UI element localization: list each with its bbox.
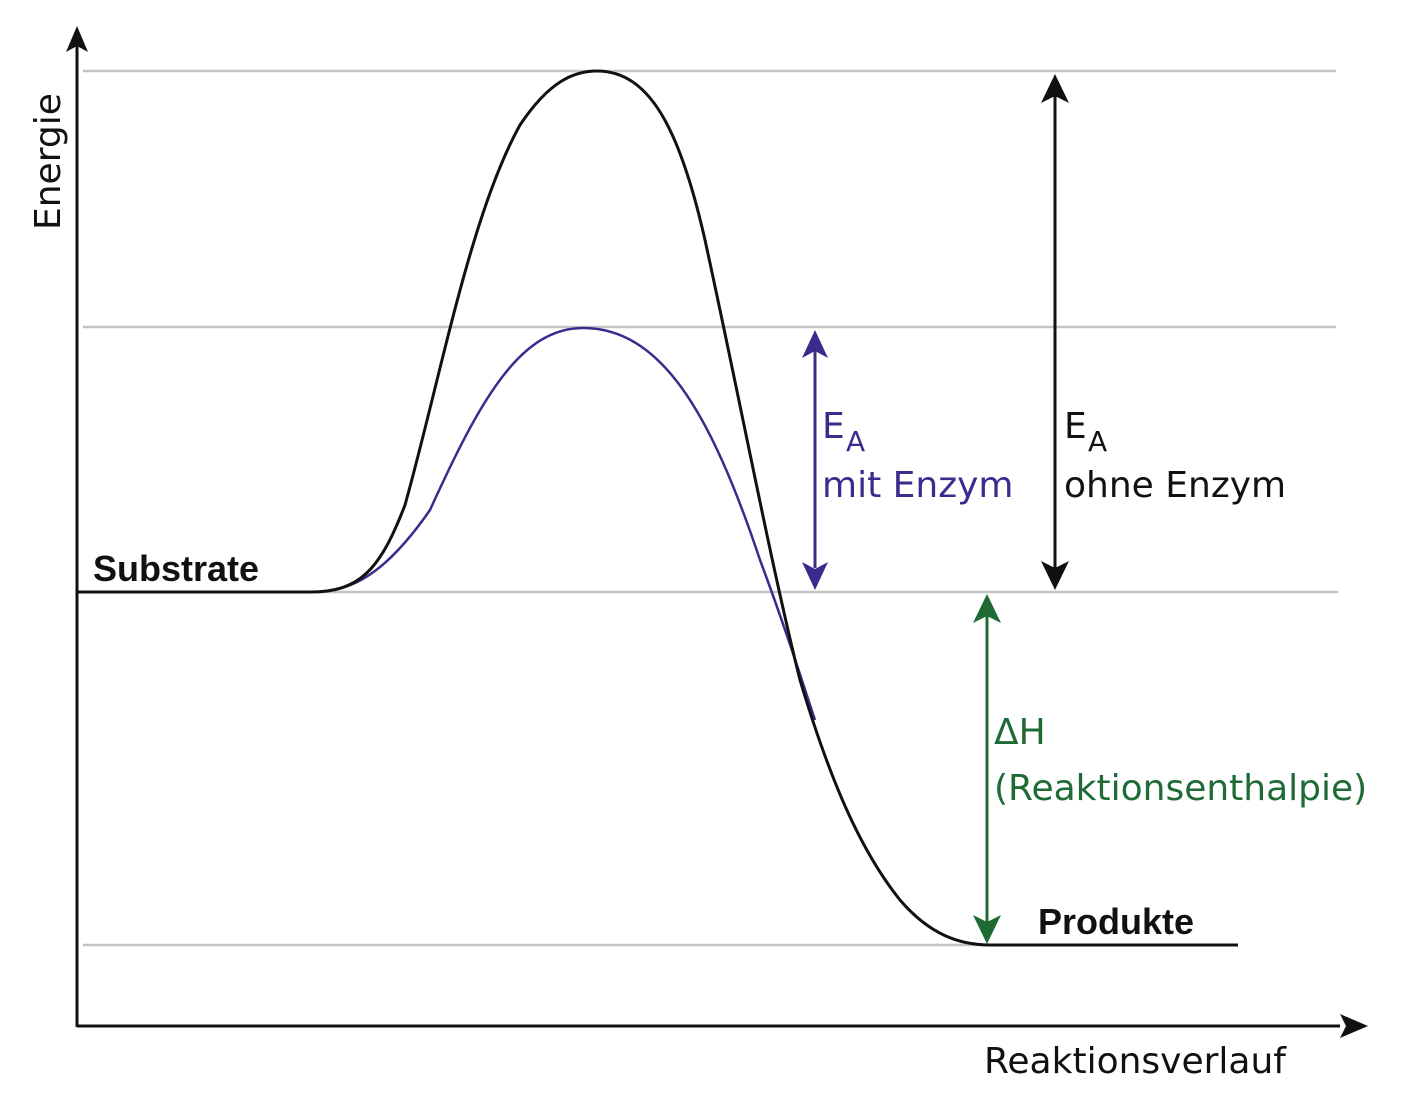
ea-enzyme-text: mit Enzym bbox=[822, 465, 1013, 506]
ea-enzyme-label: E A mit Enzym bbox=[822, 406, 1013, 506]
delta-h-arrow bbox=[973, 594, 1001, 944]
ea-no-enzyme-text: ohne Enzym bbox=[1064, 465, 1286, 506]
substrate-label: Substrate bbox=[93, 548, 259, 589]
ea-no-enzyme-arrow bbox=[1041, 74, 1069, 590]
delta-h-text: (Reaktionsenthalpie) bbox=[994, 768, 1367, 809]
reaction-curve-without-enzyme bbox=[77, 69, 1238, 947]
reference-lines bbox=[83, 69, 1338, 947]
product-label: Produkte bbox=[1038, 901, 1194, 942]
x-axis-label: Reaktionsverlauf bbox=[984, 1041, 1287, 1082]
ea-enzyme-symbol: E bbox=[822, 406, 845, 447]
y-axis-arrowhead bbox=[66, 26, 88, 52]
reaction-curve-with-enzyme bbox=[314, 326, 817, 721]
ea-no-enzyme-label: E A ohne Enzym bbox=[1064, 406, 1286, 506]
ea-enzyme-subscript: A bbox=[846, 425, 865, 458]
ea-no-enzyme-symbol: E bbox=[1064, 406, 1087, 447]
axes bbox=[66, 26, 1368, 1038]
y-axis-label: Energie bbox=[28, 93, 69, 230]
delta-h-label: ΔH (Reaktionsenthalpie) bbox=[994, 712, 1367, 809]
ea-enzyme-arrow bbox=[802, 330, 828, 590]
ea-no-enzyme-subscript: A bbox=[1088, 425, 1107, 458]
delta-h-symbol: ΔH bbox=[994, 712, 1046, 753]
x-axis-arrowhead bbox=[1340, 1014, 1368, 1038]
